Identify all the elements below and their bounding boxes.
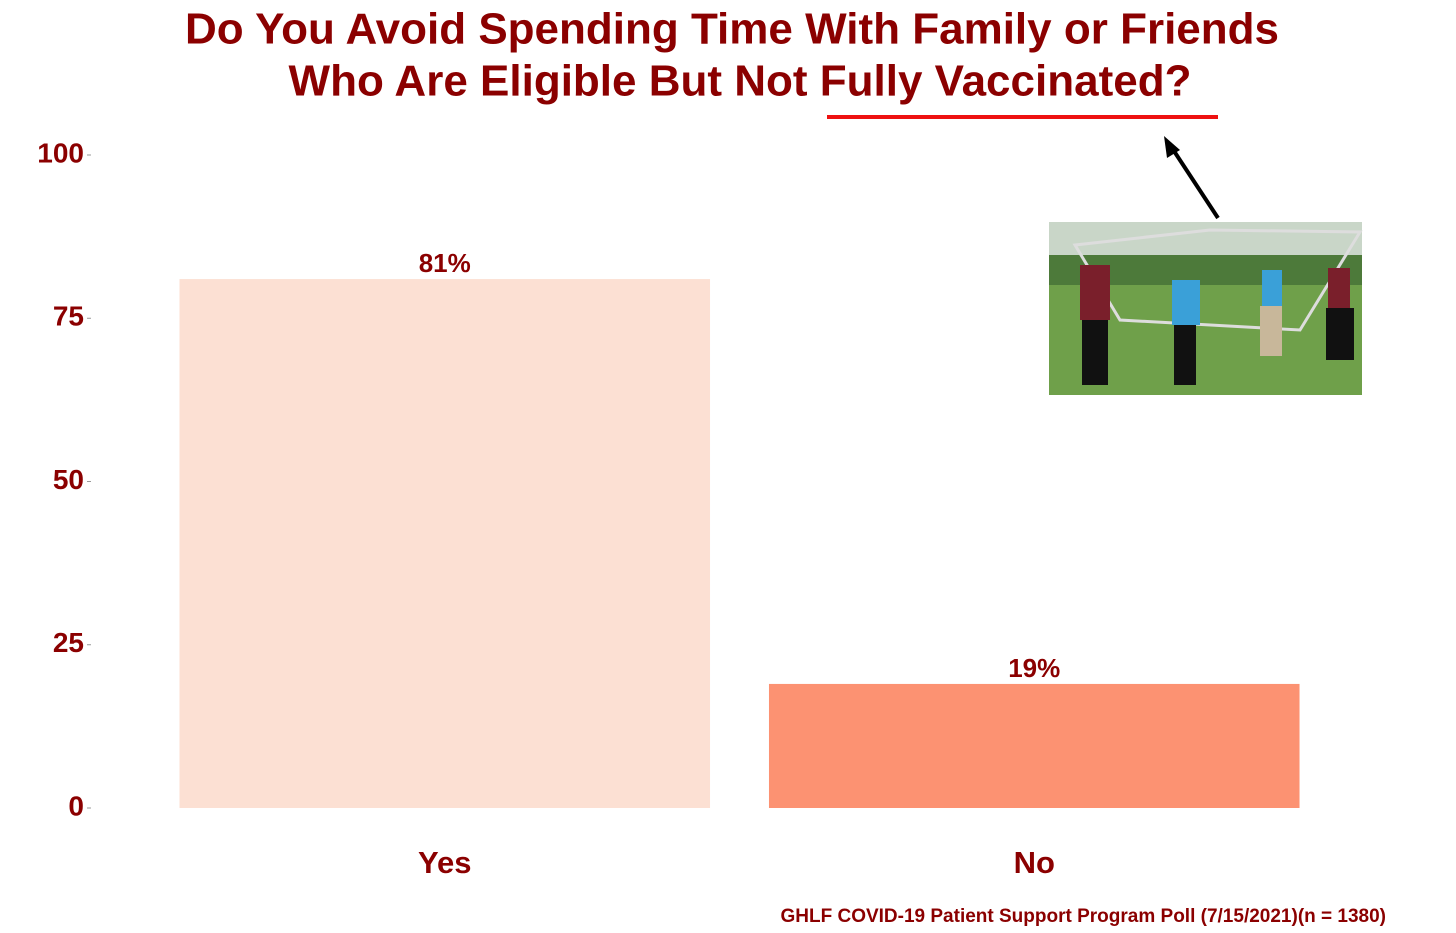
y-tick-label: 50 <box>53 464 84 495</box>
chart-title: Who Are Eligible But Not Fully Vaccinate… <box>289 57 1192 106</box>
chart-title: Do You Avoid Spending Time With Family o… <box>185 5 1279 54</box>
x-tick-label: No <box>1014 845 1055 880</box>
caption: GHLF COVID-19 Patient Support Program Po… <box>780 906 1386 927</box>
value-label: 81% <box>419 248 471 278</box>
y-tick-label: 0 <box>68 790 84 821</box>
y-tick-label: 75 <box>53 301 84 332</box>
bar <box>768 683 1300 808</box>
photo <box>1049 222 1363 395</box>
y-tick-label: 100 <box>37 137 84 168</box>
arrow <box>1164 136 1220 220</box>
bar <box>179 279 711 808</box>
x-tick-label: Yes <box>418 845 471 880</box>
value-label: 19% <box>1008 653 1060 683</box>
y-tick-label: 25 <box>53 627 84 658</box>
